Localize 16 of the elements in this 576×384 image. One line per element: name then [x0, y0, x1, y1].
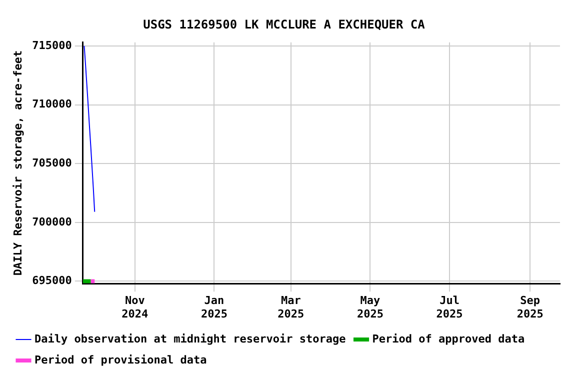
- legend-label: Period of approved data: [372, 332, 525, 346]
- y-tick-label: 715000: [32, 38, 72, 52]
- x-tick-label: Jan 2025: [200, 294, 228, 320]
- x-tick-label: Sep 2025: [516, 294, 544, 320]
- y-tick-label: 700000: [32, 215, 72, 228]
- y-tick-label: 695000: [32, 274, 72, 288]
- x-tick-label: May 2025: [356, 294, 384, 320]
- x-tick-label: Nov 2024: [122, 294, 149, 320]
- y-tick-label: 705000: [32, 156, 72, 170]
- legend-label: Daily observation at midnight reservoir storage: [34, 332, 346, 346]
- x-tick-label: Jul 2025: [436, 294, 463, 320]
- legend-label: Period of provisional data: [34, 353, 207, 366]
- x-tick-label: Mar 2025: [278, 294, 304, 320]
- chart-title: USGS 11269500 LK MCCLURE A EXCHEQUER CA: [143, 17, 426, 32]
- y-axis-title: DAILY Reservoir storage, acre-feet: [11, 50, 24, 276]
- y-tick-label: 710000: [32, 98, 72, 111]
